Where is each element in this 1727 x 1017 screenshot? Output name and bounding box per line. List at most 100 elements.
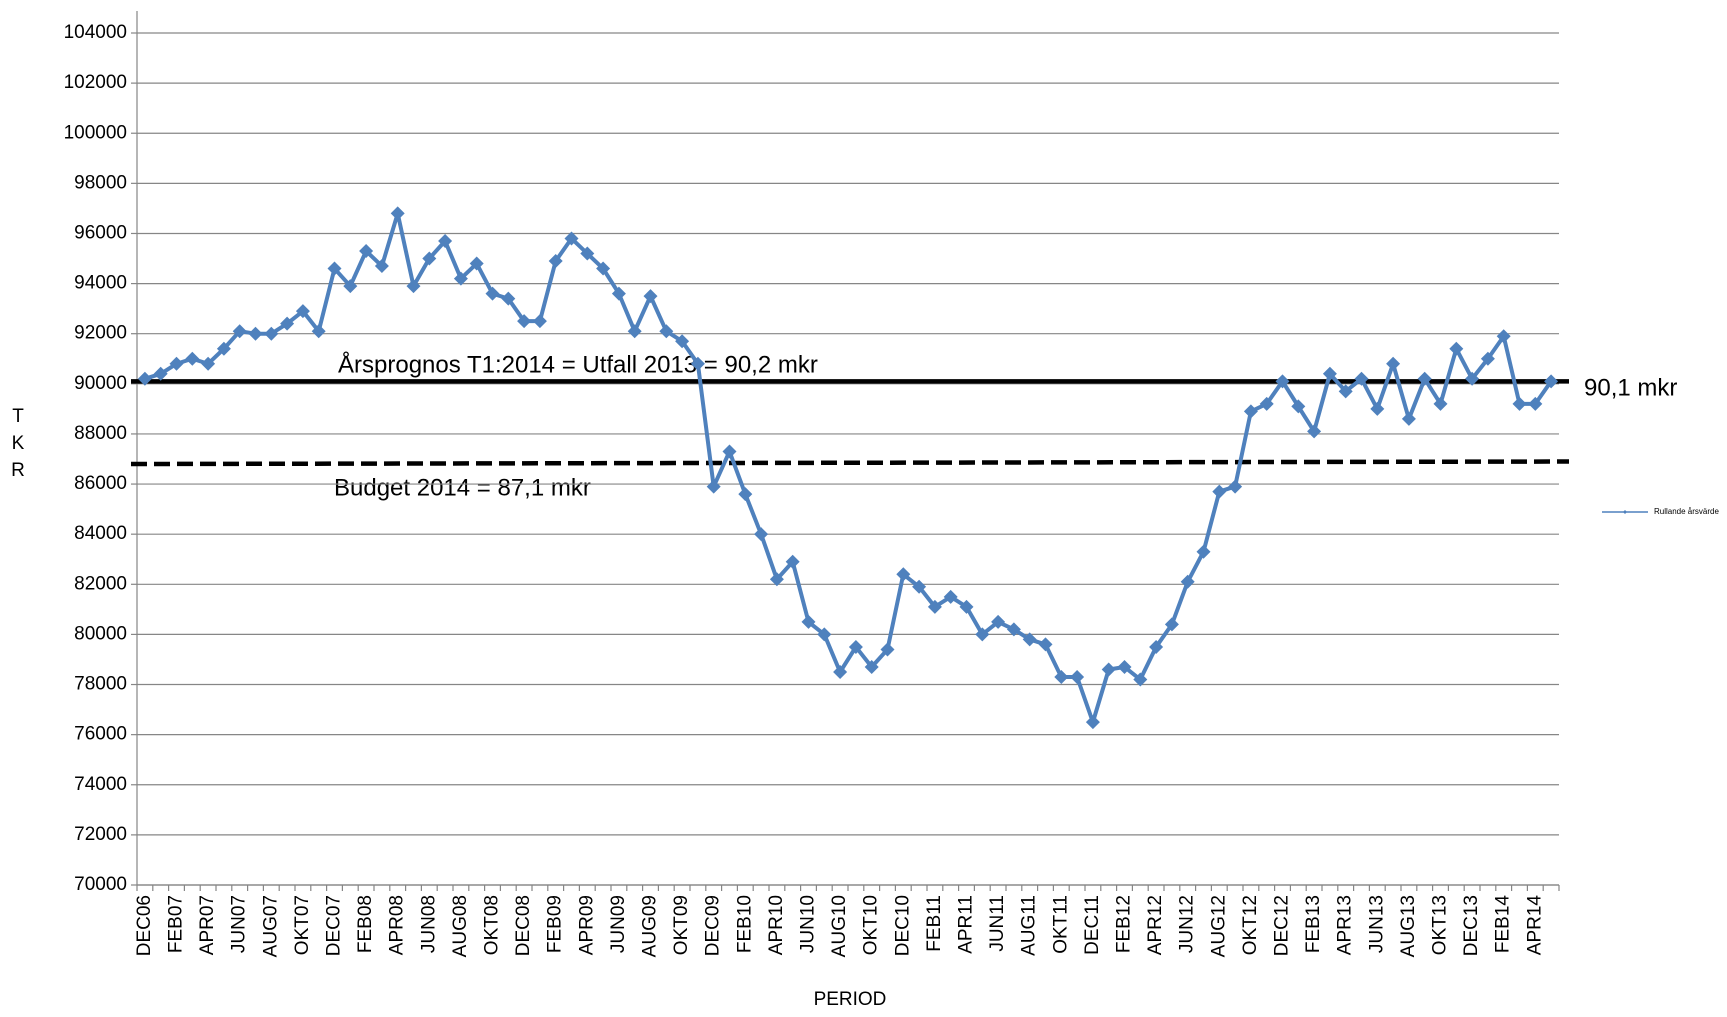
data-point xyxy=(1259,396,1274,411)
data-point xyxy=(406,279,421,294)
data-point xyxy=(438,233,453,248)
data-point xyxy=(927,599,942,614)
data-point xyxy=(517,314,532,329)
x-tick-label: APR09 xyxy=(576,895,597,955)
data-point xyxy=(216,341,231,356)
data-point xyxy=(564,231,579,246)
x-tick-label: DEC09 xyxy=(703,895,724,956)
x-tick-label: OKT11 xyxy=(1050,895,1071,954)
data-point xyxy=(1512,396,1527,411)
x-tick-label: OKT12 xyxy=(1240,895,1261,955)
x-tick-label: OKT07 xyxy=(292,895,313,955)
data-point xyxy=(311,324,326,339)
data-point xyxy=(896,567,911,582)
data-point xyxy=(295,304,310,319)
data-point xyxy=(785,554,800,569)
data-point xyxy=(1307,424,1322,439)
data-point xyxy=(959,599,974,614)
y-tick-label: 86000 xyxy=(74,473,127,494)
data-point xyxy=(817,627,832,642)
x-tick-label: DEC07 xyxy=(324,895,345,956)
data-point xyxy=(264,326,279,341)
x-tick-label: APR12 xyxy=(1145,895,1166,955)
data-point xyxy=(706,479,721,494)
data-point xyxy=(675,334,690,349)
data-point xyxy=(1006,622,1021,637)
data-point xyxy=(485,286,500,301)
x-tick-label: DEC13 xyxy=(1461,895,1482,956)
x-tick-label: AUG13 xyxy=(1398,895,1419,957)
x-tick-label: AUG09 xyxy=(640,895,661,957)
annotation: 90,1 mkr xyxy=(1584,374,1677,401)
data-point xyxy=(1354,371,1369,386)
data-point xyxy=(912,579,927,594)
data-point xyxy=(1496,329,1511,344)
data-point xyxy=(596,261,611,276)
data-point xyxy=(1291,399,1306,414)
annotation: Årsprognos T1:2014 = Utfall 2013 = 90,2 … xyxy=(338,350,818,378)
y-tick-label: 80000 xyxy=(74,623,127,644)
x-tick-label: FEB14 xyxy=(1493,895,1514,954)
x-tick-label: JUN08 xyxy=(418,895,439,953)
y-tick-label: 88000 xyxy=(74,423,127,444)
data-point xyxy=(422,251,437,266)
data-point xyxy=(690,356,705,371)
x-tick-label: FEB13 xyxy=(1303,895,1324,953)
data-point xyxy=(1022,632,1037,647)
data-point xyxy=(1417,371,1432,386)
data-point xyxy=(532,314,547,329)
data-point xyxy=(1133,672,1148,687)
data-point xyxy=(1544,374,1559,389)
x-tick-label: AUG08 xyxy=(450,895,471,957)
x-tick-label: APR14 xyxy=(1524,895,1545,956)
x-tick-label: JUN11 xyxy=(987,895,1008,952)
data-point xyxy=(548,254,563,269)
data-point xyxy=(1196,544,1211,559)
data-point xyxy=(769,572,784,587)
data-point xyxy=(185,351,200,366)
data-point xyxy=(833,665,848,679)
data-point xyxy=(374,259,389,274)
data-point xyxy=(153,366,168,381)
data-point xyxy=(1243,404,1258,419)
x-tick-label: DEC08 xyxy=(513,895,534,956)
data-point xyxy=(1480,351,1495,366)
x-tick-label: JUN12 xyxy=(1177,895,1198,953)
data-point xyxy=(975,627,990,642)
x-tick-label: APR10 xyxy=(766,895,787,955)
x-tick-label: FEB10 xyxy=(734,895,755,953)
data-point xyxy=(1449,341,1464,356)
data-point xyxy=(1164,617,1179,632)
x-tick-label: FEB07 xyxy=(166,895,187,953)
y-tick-label: 84000 xyxy=(74,523,127,544)
data-point xyxy=(1038,637,1053,652)
x-tick-label: JUN09 xyxy=(608,895,629,953)
data-point xyxy=(1149,639,1164,654)
y-tick-label: 90000 xyxy=(74,373,127,394)
y-tick-label: 70000 xyxy=(74,874,127,895)
x-tick-label: DEC11 xyxy=(1082,895,1103,955)
x-tick-label: JUN10 xyxy=(798,895,819,953)
data-point xyxy=(611,286,626,301)
data-point xyxy=(327,261,342,276)
data-point xyxy=(1386,356,1401,371)
data-point xyxy=(1054,670,1069,685)
x-tick-label: OKT10 xyxy=(861,895,882,955)
y-tick-label: 74000 xyxy=(74,774,127,795)
reference-line xyxy=(130,459,1570,467)
data-point xyxy=(754,527,769,542)
data-point xyxy=(659,324,674,339)
y-tick-label: 82000 xyxy=(74,573,127,594)
data-point xyxy=(1528,396,1543,411)
data-point xyxy=(469,256,484,271)
x-tick-label: AUG12 xyxy=(1208,895,1229,957)
data-point xyxy=(1338,384,1353,399)
y-tick-label: 98000 xyxy=(74,172,127,193)
data-point xyxy=(991,614,1006,629)
data-point xyxy=(137,371,152,386)
y-tick-label: 100000 xyxy=(64,122,127,143)
x-tick-label: OKT08 xyxy=(482,895,503,955)
x-tick-label: JUN13 xyxy=(1366,895,1387,953)
